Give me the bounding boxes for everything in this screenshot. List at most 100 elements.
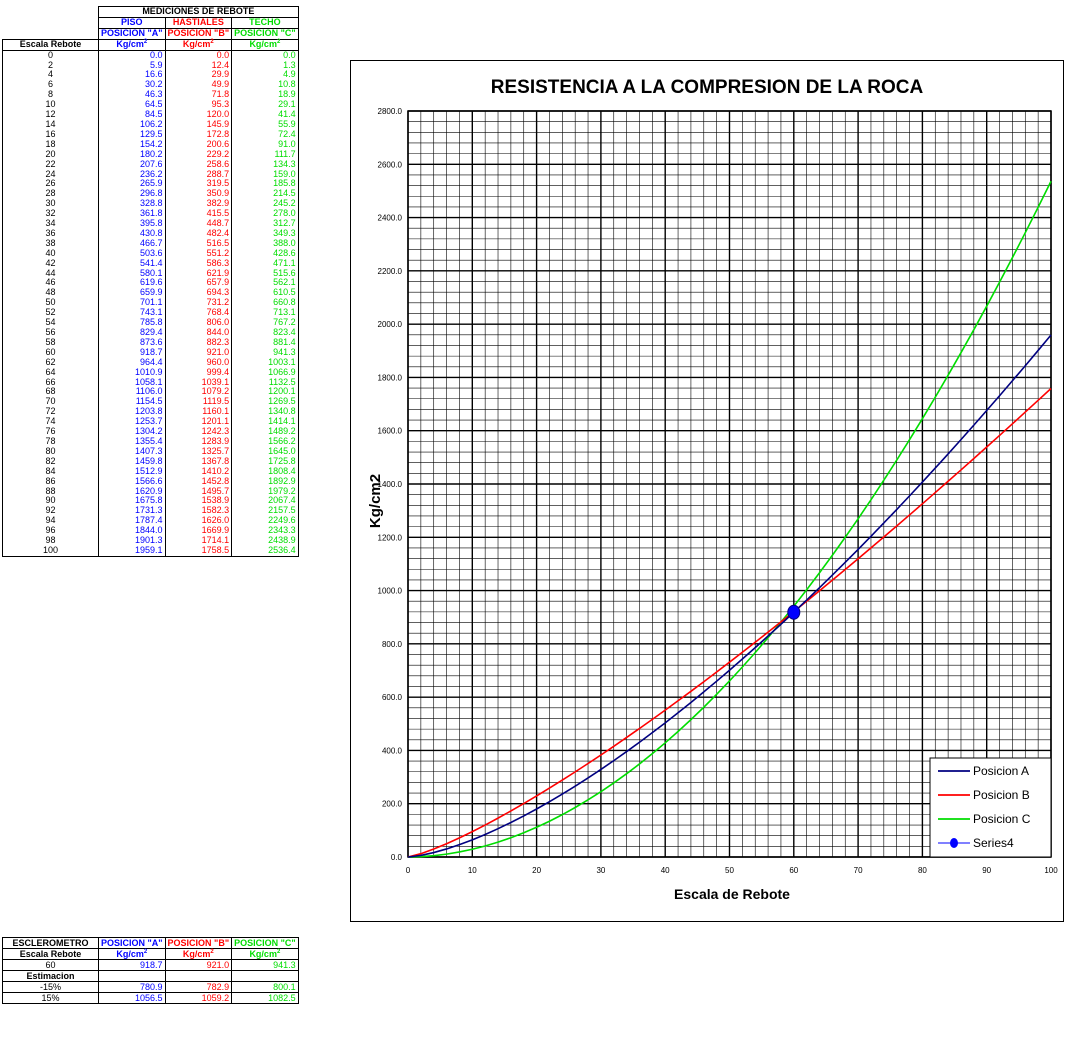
escala-cell: 20 [2,149,99,160]
y-tick-label: 2000.0 [378,320,403,329]
techo-value: 1003.1 [231,357,299,368]
escala-cell: 60 [2,347,99,358]
est-minus-label: -15% [2,981,99,993]
legend-point-marker [950,838,958,848]
table-row: 0 0.0 0.0 0.0 [2,50,299,61]
techo-value: 312.7 [231,218,299,229]
escala-cell: 18 [2,139,99,150]
escala-cell: 24 [2,169,99,180]
hastiales-value: 1201.1 [165,416,233,428]
legend-label: Posicion C [973,812,1031,826]
piso-value: 619.6 [98,278,166,289]
est-plus-a: 1056.5 [98,992,166,1004]
escala-cell: 10 [2,99,99,111]
table-row: 52 743.1 768.4 713.1 [2,307,299,319]
hastiales-value: 1325.7 [165,446,233,457]
techo-value: 713.1 [231,307,299,319]
table-row: 58 873.6 882.3 881.4 [2,337,299,348]
table-row: 54 785.8 806.0 767.2 [2,317,299,328]
escala-cell: 92 [2,505,99,517]
sum-escala-header: Escala Rebote [2,948,99,960]
hastiales-value: 1495.7 [165,486,233,497]
hastiales-value: 95.3 [165,99,233,111]
piso-value: 207.6 [98,159,166,170]
y-tick-label: 1200.0 [378,533,403,542]
escala-cell: 72 [2,406,99,418]
escala-cell: 84 [2,466,99,477]
table-row: 6 30.2 49.9 10.8 [2,79,299,91]
escala-cell: 90 [2,496,99,507]
piso-value: 328.8 [98,198,166,210]
piso-value: 236.2 [98,169,166,180]
hastiales-value: 551.2 [165,248,233,259]
table-row: 84 1512.9 1410.2 1808.4 [2,466,299,477]
hastiales-value: 145.9 [165,119,233,130]
table-row: 12 84.5 120.0 41.4 [2,109,299,120]
table-row: 14 106.2 145.9 55.9 [2,119,299,130]
table-row: 70 1154.5 1119.5 1269.5 [2,396,299,408]
techo-value: 55.9 [231,119,299,130]
table-row: 44 580.1 621.9 515.6 [2,268,299,279]
table-row: 76 1304.2 1242.3 1489.2 [2,426,299,437]
piso-value: 296.8 [98,188,166,200]
table-row: 2 5.9 12.4 1.3 [2,60,299,71]
blank-cell [3,7,99,18]
y-tick-label: 200.0 [382,800,403,809]
techo-value: 2536.4 [231,545,299,557]
y-tick-label: 0.0 [391,853,403,862]
hastiales-value: 448.7 [165,218,233,229]
techo-value: 1.3 [231,60,299,71]
escala-cell: 52 [2,307,99,319]
est-plus-c: 1082.5 [231,992,299,1004]
est-minus-b: 782.9 [164,981,233,993]
piso-value: 180.2 [98,149,166,160]
y-tick-label: 1400.0 [378,480,403,489]
techo-value: 1066.9 [231,367,299,378]
piso-value: 1731.3 [98,505,166,517]
y-tick-label: 1800.0 [378,373,403,382]
piso-value: 1010.9 [98,367,166,378]
hastiales-value: 586.3 [165,258,233,269]
series4-point [787,604,801,620]
legend-label: Series4 [973,836,1014,850]
table-row: 82 1459.8 1367.8 1725.8 [2,456,299,467]
estimacion-label: Estimacion [2,970,99,982]
piso-value: 659.9 [98,287,166,299]
techo-value: 1200.1 [231,387,299,398]
hastiales-value: 1626.0 [165,515,233,527]
x-axis-label: Escala de Rebote [674,886,790,902]
sclerometer-header: ESCLEROMETRO [2,937,99,949]
x-tick-label: 40 [661,866,670,875]
escala-cell: 88 [2,486,99,497]
y-tick-label: 2400.0 [378,214,403,223]
hastiales-value: 0.0 [165,50,233,61]
table-row: 74 1253.7 1201.1 1414.1 [2,416,299,428]
y-tick-label: 2800.0 [378,107,403,116]
escala-cell: 50 [2,297,99,309]
table-row: 4 16.6 29.9 4.9 [2,70,299,81]
techo-value: 823.4 [231,327,299,338]
piso-value: 1154.5 [98,396,166,408]
est-minus-a: 780.9 [98,981,166,993]
col-name-piso: PISO [98,17,166,29]
escala-cell: 58 [2,337,99,348]
techo-value: 1489.2 [231,426,299,437]
piso-value: 1106.0 [98,387,166,398]
piso-value: 430.8 [98,228,166,239]
col-name-hastiales: HASTIALES [164,17,232,29]
hastiales-value: 382.9 [165,198,233,210]
table-row: 34 395.8 448.7 312.7 [2,218,299,229]
legend: Posicion A Posicion B Posicion C Series4 [929,757,1052,858]
techo-value: 91.0 [231,139,299,150]
hastiales-value: 921.0 [165,347,233,358]
piso-value: 743.1 [98,307,166,319]
col-position-a: POSICION "A" [98,27,166,40]
escala-cell: 80 [2,446,99,457]
table-row: 48 659.9 694.3 610.5 [2,287,299,299]
unit-header-b: Kg/cm2 [164,39,233,51]
table-row: 66 1058.1 1039.1 1132.5 [2,377,299,388]
escala-cell: 30 [2,198,99,210]
escala-cell: 22 [2,159,99,170]
legend-label: Posicion A [973,764,1029,778]
table-row: 20 180.2 229.2 111.7 [2,149,299,160]
